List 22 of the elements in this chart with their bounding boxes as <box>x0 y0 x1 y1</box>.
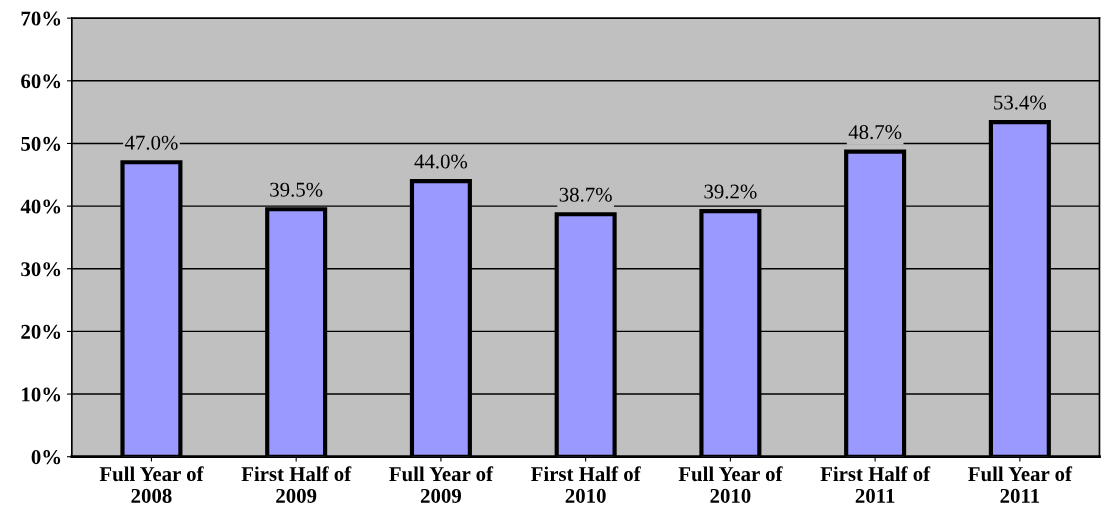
y-tick-label: 10% <box>22 387 61 402</box>
x-tick-label: First Half of 2009 <box>241 466 352 503</box>
x-tick-label: Full Year of 2011 <box>968 466 1073 503</box>
y-tick-label: 0% <box>31 450 61 465</box>
y-tick-label: 40% <box>20 199 61 214</box>
data-label: 39.2% <box>704 184 757 199</box>
x-tick-label: Full Year of 2008 <box>99 466 204 503</box>
y-tick-label: 60% <box>21 74 61 89</box>
x-tick-label: First Half of 2010 <box>531 466 641 503</box>
x-tick-label: Full Year of 2010 <box>678 466 783 503</box>
x-tick-label: Full Year of 2009 <box>389 466 494 503</box>
data-label: 39.5% <box>270 182 323 197</box>
y-tick-label: 30% <box>21 262 61 277</box>
y-tick-label: 70% <box>21 11 61 26</box>
y-tick-label: 20% <box>21 324 61 339</box>
data-label: 44.0% <box>414 154 468 169</box>
x-tick-label: First Half of 2011 <box>820 466 931 503</box>
data-label: 38.7% <box>559 187 612 202</box>
data-label: 53.4% <box>994 95 1047 110</box>
data-label: 48.7% <box>848 124 902 140</box>
y-tick-label: 50% <box>21 136 61 151</box>
data-label: 47.0% <box>124 135 178 150</box>
